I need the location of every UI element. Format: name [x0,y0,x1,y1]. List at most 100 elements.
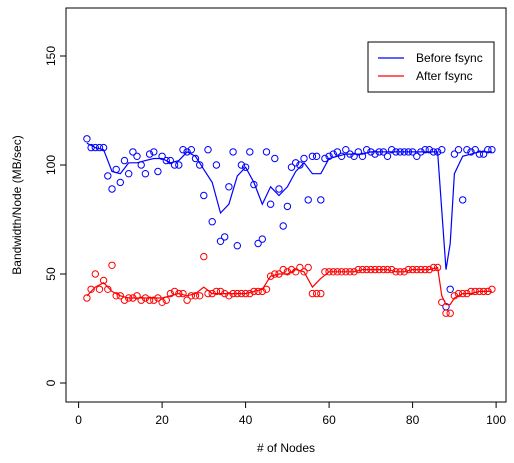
data-point [342,146,350,154]
data-point [125,170,133,178]
data-point [317,196,325,204]
data-point [246,148,254,156]
data-point [400,148,408,156]
data-point [421,146,429,154]
data-point [413,265,421,274]
data-point [241,289,250,298]
x-tick-label: 40 [239,413,253,427]
data-point [237,161,246,169]
data-point [425,146,433,154]
data-point [433,148,442,156]
series-line [86,142,492,270]
data-point [216,287,225,296]
data-point [287,265,296,274]
data-point [204,289,212,298]
data-point [179,289,187,298]
data-point [379,265,388,274]
data-point [454,146,463,154]
data-point [450,292,459,300]
data-point [408,265,417,274]
data-point [346,150,354,158]
data-point [388,146,396,154]
x-tick-label: 20 [155,413,169,427]
x-tick-label: 100 [486,413,506,427]
data-point [179,146,187,154]
data-point [442,309,450,317]
data-point [191,292,200,300]
data-point [467,148,475,156]
data-point [459,289,467,298]
data-point [237,289,246,298]
data-point [221,233,229,241]
data-point [83,294,91,302]
data-point [404,148,413,156]
data-point [112,292,120,300]
axes: 0 20 40 60 80 100 0 50 100 150 [44,46,506,427]
data-point [187,146,196,154]
data-point [87,143,95,152]
data-point [371,150,379,158]
data-point [258,235,266,243]
data-point [388,265,396,274]
data-point [137,161,145,169]
legend-box [367,41,495,93]
data-point [325,268,333,276]
data-point [459,196,467,204]
data-point [333,148,342,156]
data-point [433,263,442,272]
data-point [429,263,438,272]
data-point [158,298,166,306]
legend-label: After fsync [416,69,473,83]
data-point [296,161,304,169]
data-point [308,152,317,161]
data-point [363,265,371,274]
data-point [463,289,471,298]
data-point [354,148,362,156]
data-point [212,287,221,296]
data-point [283,268,292,276]
series-before-fsync [83,135,496,311]
series-line [86,266,492,306]
data-point [108,185,116,193]
data-point [129,148,137,156]
data-point [258,287,266,296]
data-point [99,143,108,152]
data-point [333,268,342,276]
data-point [383,265,392,274]
data-point [162,156,171,165]
data-point [183,148,191,156]
data-point [191,154,200,163]
data-point [125,294,133,302]
data-point [417,148,425,156]
data-point [287,163,296,171]
series-after-fsync [83,252,496,317]
data-point [425,265,433,274]
data-point [346,268,354,276]
data-point [99,276,108,285]
data-point [225,183,233,191]
data-point [262,148,271,156]
data-point [350,152,358,161]
data-point [471,287,479,296]
data-point [196,292,204,300]
legend-label: Before fsync [416,51,483,65]
data-point [133,292,141,300]
data-point [417,265,425,274]
data-point [396,268,404,276]
data-point [250,180,258,189]
data-point [358,152,367,161]
data-point [312,289,321,298]
data-point [225,292,233,300]
data-point [400,268,408,276]
data-point [371,265,379,274]
data-point [241,163,250,171]
data-point [145,296,154,304]
legend: Before fsync After fsync [367,41,495,93]
data-point [413,152,421,161]
data-point [216,237,225,246]
data-point [279,265,287,274]
data-point [379,148,388,156]
data-point [150,296,158,304]
data-point [308,289,317,298]
